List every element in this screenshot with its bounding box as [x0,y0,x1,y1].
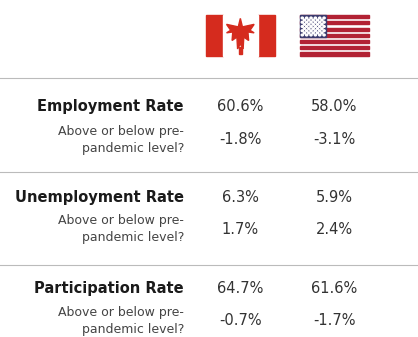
Circle shape [301,26,303,27]
Bar [223,15,257,56]
Circle shape [314,17,316,19]
Circle shape [301,34,303,36]
Circle shape [306,30,308,32]
Bar [257,15,275,56]
Circle shape [312,24,314,25]
Circle shape [314,34,316,36]
Bar [300,34,369,37]
Bar [300,28,369,31]
Polygon shape [227,19,254,49]
Circle shape [316,24,319,25]
Circle shape [308,32,310,34]
Text: Participation Rate: Participation Rate [34,281,184,296]
Text: Employment Rate: Employment Rate [38,99,184,114]
Circle shape [310,26,312,27]
Bar [300,40,369,43]
Circle shape [323,30,325,32]
Bar [239,47,242,54]
Circle shape [316,19,319,21]
Circle shape [319,30,321,32]
Text: -0.7%: -0.7% [219,313,262,328]
Text: Unemployment Rate: Unemployment Rate [15,190,184,205]
Text: 60.6%: 60.6% [217,99,263,114]
Bar [300,46,369,50]
Text: 2.4%: 2.4% [316,222,353,237]
Bar [300,15,369,56]
Text: 1.7%: 1.7% [222,222,259,237]
Circle shape [310,34,312,36]
Circle shape [312,19,314,21]
Circle shape [319,34,321,36]
Circle shape [308,19,310,21]
Circle shape [306,26,308,27]
Circle shape [323,17,325,19]
Circle shape [308,24,310,25]
Text: -1.7%: -1.7% [313,313,356,328]
Circle shape [308,28,310,30]
Circle shape [319,21,321,23]
Text: 64.7%: 64.7% [217,281,263,296]
Bar [300,53,369,56]
Bar [300,21,369,25]
Circle shape [321,28,323,30]
Text: Above or below pre-
pandemic level?: Above or below pre- pandemic level? [58,125,184,155]
Circle shape [321,24,323,25]
Circle shape [310,30,312,32]
Text: 61.6%: 61.6% [311,281,357,296]
Circle shape [314,26,316,27]
Circle shape [310,21,312,23]
Circle shape [321,19,323,21]
Circle shape [303,28,306,30]
Text: -3.1%: -3.1% [313,132,356,147]
Circle shape [306,17,308,19]
Text: 58.0%: 58.0% [311,99,357,114]
Circle shape [323,21,325,23]
Bar [300,15,369,18]
Circle shape [301,17,303,19]
Circle shape [323,34,325,36]
Circle shape [319,17,321,19]
Circle shape [303,24,306,25]
Circle shape [321,32,323,34]
Circle shape [306,21,308,23]
Circle shape [310,17,312,19]
Circle shape [314,21,316,23]
Text: Above or below pre-
pandemic level?: Above or below pre- pandemic level? [58,214,184,244]
Circle shape [312,28,314,30]
Circle shape [316,28,319,30]
Circle shape [312,32,314,34]
Text: -1.8%: -1.8% [219,132,262,147]
Circle shape [303,19,306,21]
Circle shape [316,32,319,34]
Circle shape [306,34,308,36]
Circle shape [303,32,306,34]
Circle shape [301,30,303,32]
Circle shape [319,26,321,27]
Circle shape [323,26,325,27]
Bar [300,15,326,37]
Text: 6.3%: 6.3% [222,190,259,205]
Text: Above or below pre-
pandemic level?: Above or below pre- pandemic level? [58,306,184,336]
Text: 5.9%: 5.9% [316,190,353,205]
Circle shape [301,21,303,23]
Bar [206,15,223,56]
Circle shape [314,30,316,32]
